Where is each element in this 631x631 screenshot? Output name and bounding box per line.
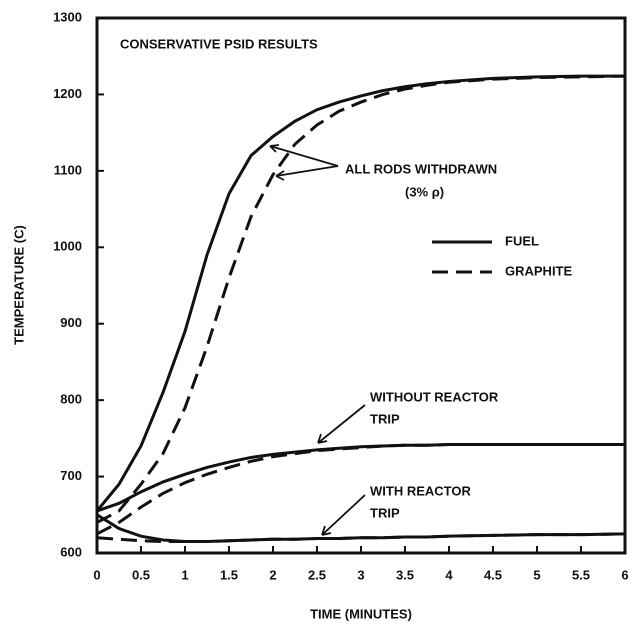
x-tick-label: 2.5	[308, 567, 326, 582]
arrow	[321, 494, 366, 536]
x-tick-label: 3.5	[396, 567, 414, 582]
line-series	[96, 74, 626, 524]
line-series	[96, 442, 625, 513]
plot-frame	[95, 16, 627, 555]
y-tick-label: 1200	[53, 86, 82, 101]
arrow	[317, 404, 366, 444]
x-tick-label: 5.5	[572, 567, 590, 582]
x-tick-label: 6	[621, 567, 628, 582]
y-tick-label: 1000	[53, 239, 82, 254]
annotation: WITH REACTOR	[370, 483, 471, 498]
annotation: TRIP	[370, 411, 400, 426]
annotation: TRIP	[370, 505, 400, 520]
y-tick-label: 1300	[53, 9, 82, 24]
x-tick-label: 1.5	[220, 567, 238, 582]
arrows	[269, 144, 366, 536]
y-axis-label: TEMPERATURE (C)	[11, 225, 26, 345]
x-axis-label: TIME (MINUTES)	[310, 606, 412, 621]
x-tick-label: 0	[93, 567, 100, 582]
x-tick-label: 2	[269, 567, 276, 582]
y-tick-label: 1100	[54, 162, 82, 177]
arrow	[275, 165, 339, 181]
annotation: (3% ρ)	[405, 184, 444, 199]
line-series	[96, 442, 625, 536]
x-tick-label: 3	[357, 567, 364, 582]
legend-label: GRAPHITE	[505, 263, 573, 278]
y-tick-label: 900	[60, 315, 82, 330]
annotation: WITHOUT REACTOR	[370, 389, 499, 404]
x-tick-label: 4	[445, 567, 453, 582]
x-tick-label: 5	[533, 567, 540, 582]
arrow	[269, 144, 339, 167]
y-tick-label: 600	[60, 544, 82, 559]
y-tick-label: 800	[60, 392, 82, 407]
x-tick-label: 1	[181, 567, 188, 582]
x-tick-label: 0.5	[132, 567, 150, 582]
legend-label: FUEL	[505, 233, 539, 248]
x-tick-label: 4.5	[484, 567, 502, 582]
annotation: ALL RODS WITHDRAWN	[345, 161, 497, 176]
y-tick-label: 700	[60, 468, 82, 483]
line-series	[96, 532, 626, 544]
chart-title: CONSERVATIVE PSID RESULTS	[120, 36, 318, 51]
